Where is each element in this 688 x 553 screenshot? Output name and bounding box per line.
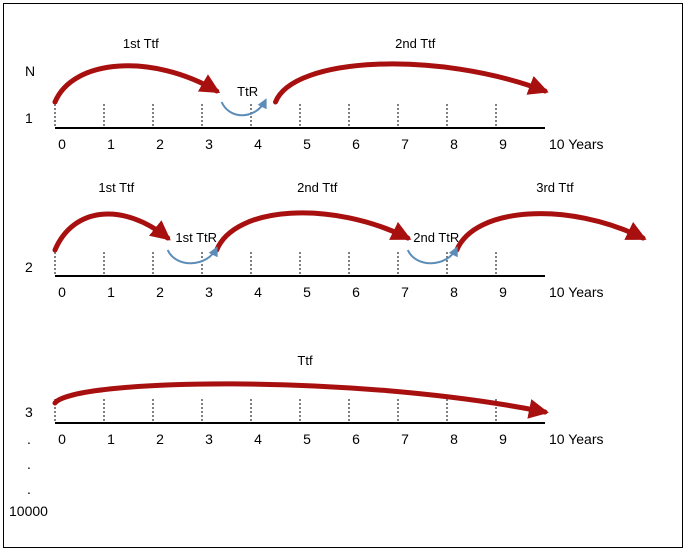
- ttr-arrow: [406, 246, 458, 265]
- tick-label-6: 6: [352, 284, 360, 300]
- tick-label-8: 8: [450, 136, 458, 152]
- ttf-label: 3rd Ttf: [536, 180, 574, 195]
- continuation-dot-1: .: [27, 431, 31, 447]
- tick-label-1: 1: [107, 136, 115, 152]
- tick-label-0: 0: [58, 284, 66, 300]
- tick-label-8: 8: [450, 431, 458, 447]
- tick-label-5: 5: [303, 284, 311, 300]
- ttf-label: Ttf: [297, 353, 313, 368]
- tick-label-0: 0: [58, 136, 66, 152]
- ttr-label: TtR: [237, 84, 258, 99]
- tick-label-2: 2: [156, 284, 164, 300]
- last-run-label: 10000: [9, 503, 48, 519]
- ttf-arrow: [214, 210, 412, 253]
- continuation-dot-2: .: [27, 456, 31, 472]
- tick-label-8: 8: [450, 284, 458, 300]
- tick-label-3: 3: [205, 136, 213, 152]
- tick-label-2: 2: [156, 431, 164, 447]
- run-label: 3: [25, 404, 33, 420]
- tick-label-6: 6: [352, 431, 360, 447]
- tick-label-7: 7: [401, 136, 409, 152]
- ttf-label: 1st Ttf: [98, 180, 134, 195]
- row-2: 2 0 1 2 3 4 5 6 7 8 9 10 Years 1st Ttf 2nd Ttf 3rd Ttf…: [25, 180, 647, 300]
- tick-label-1: 1: [107, 284, 115, 300]
- tick-label-3: 3: [205, 284, 213, 300]
- ttf-arrow: [52, 63, 221, 105]
- continuation-dot-3: .: [27, 481, 31, 497]
- ttr-arrow: [220, 98, 267, 117]
- continuation-layer: . . . 10000: [9, 431, 48, 519]
- tick-label-9: 9: [499, 284, 507, 300]
- tick-label-2: 2: [156, 136, 164, 152]
- ttf-arrow: [273, 61, 549, 105]
- tick-label-5: 5: [303, 136, 311, 152]
- tick-label-5: 5: [303, 431, 311, 447]
- tick-label-7: 7: [401, 284, 409, 300]
- ttr-label: 2nd TtR: [413, 230, 459, 245]
- tick-label-9: 9: [499, 136, 507, 152]
- axis-end-label: 10 Years: [549, 284, 604, 300]
- ttf-arrow: [454, 211, 647, 253]
- ttf-arrow: [52, 381, 549, 419]
- ttr-label: 1st TtR: [175, 230, 217, 245]
- tick-label-4: 4: [254, 431, 262, 447]
- tick-label-6: 6: [352, 136, 360, 152]
- ttr-arrow: [166, 246, 218, 265]
- run-label: 2: [25, 259, 33, 275]
- tick-label-4: 4: [254, 284, 262, 300]
- ttf-arrow: [52, 211, 171, 253]
- ttf-label: 2nd Ttf: [297, 180, 338, 195]
- tick-label-4: 4: [254, 136, 262, 152]
- tick-label-1: 1: [107, 431, 115, 447]
- axis-end-label: 10 Years: [549, 136, 604, 152]
- row-3: 3 0 1 2 3 4 5 6 7 8 9 10 Years Ttf: [25, 353, 604, 447]
- run-label: 1: [25, 110, 33, 126]
- tick-label-9: 9: [499, 431, 507, 447]
- axis-end-label: 10 Years: [549, 431, 604, 447]
- ttf-label: 1st Ttf: [123, 36, 159, 51]
- diagram-frame: [3, 3, 683, 548]
- row-1: 1 0 1 2 3 4 5 6 7 8 9 10 Years 1st Ttf 2nd Ttf TtR: [25, 36, 604, 152]
- header-label-n: N: [25, 63, 35, 79]
- tick-label-7: 7: [401, 431, 409, 447]
- tick-label-0: 0: [58, 431, 66, 447]
- tick-label-3: 3: [205, 431, 213, 447]
- ttf-label: 2nd Ttf: [395, 36, 436, 51]
